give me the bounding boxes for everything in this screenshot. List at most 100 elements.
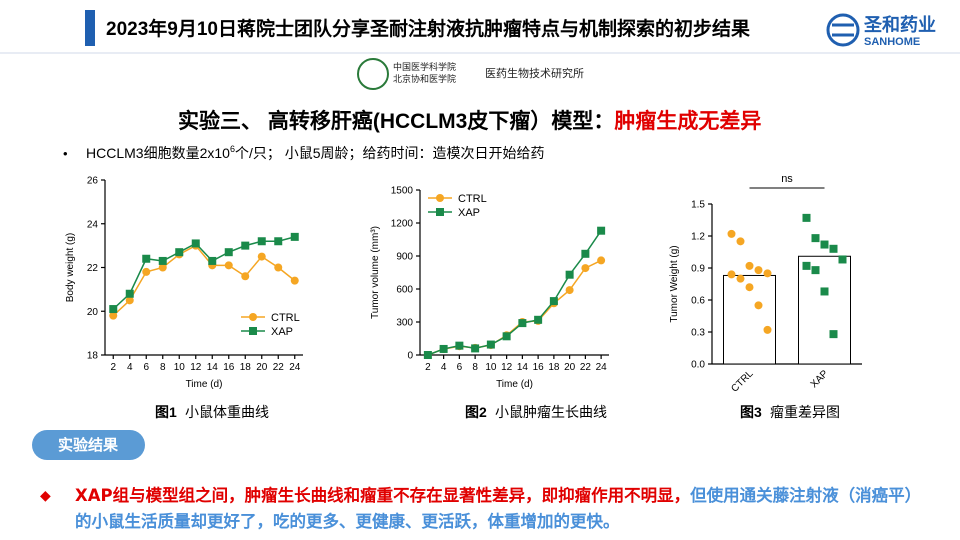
y-tick-label: 1500 [391, 186, 414, 197]
marker [241, 272, 250, 281]
marker [109, 305, 118, 314]
institute-line: 中国医学科学院 [393, 61, 456, 72]
figure-number: 图2 [465, 404, 487, 420]
figure-number: 图1 [155, 404, 177, 420]
data-point [802, 213, 811, 222]
y-tick-label: 22 [87, 263, 99, 274]
marker [597, 256, 606, 265]
y-axis-label: Body weight (g) [65, 233, 76, 302]
data-point [820, 240, 829, 249]
figure-caption: 瘤重差异图 [770, 404, 840, 420]
marker [125, 296, 134, 305]
data-point [829, 330, 838, 339]
marker [125, 289, 134, 298]
series-line [112, 244, 296, 317]
marker [224, 248, 233, 257]
figure-caption: 小鼠体重曲线 [185, 404, 269, 420]
bullet-sup: 6 [230, 144, 235, 154]
brand-logo: 圣和药业 SANHOME [826, 13, 936, 48]
data-point [736, 237, 745, 246]
x-tick-label: 24 [596, 362, 608, 373]
y-axis-label: Tumor volume (mm³) [370, 226, 381, 319]
data-point [829, 244, 838, 253]
marker [208, 256, 217, 265]
x-tick-label: 24 [289, 362, 301, 373]
x-tick-label: 8 [160, 362, 166, 373]
x-tick-label: 6 [457, 362, 463, 373]
y-tick-label: 300 [396, 318, 413, 329]
x-tick-label: 6 [143, 362, 149, 373]
marker [274, 263, 283, 272]
y-tick-label: 900 [396, 252, 413, 263]
x-tick-label: CTRL [729, 368, 756, 395]
y-tick-label: 600 [396, 285, 413, 296]
bullet-dot: • [63, 146, 68, 161]
marker [158, 263, 167, 272]
x-tick-label: 16 [533, 362, 545, 373]
data-point [820, 287, 829, 296]
x-tick-label: 14 [517, 362, 529, 373]
logo-icon [826, 13, 860, 47]
legend-label: CTRL [271, 312, 300, 324]
y-tick-label: 20 [87, 307, 99, 318]
x-tick-label: 8 [472, 362, 478, 373]
brand-name-en: SANHOME [864, 36, 920, 48]
x-tick-label: 4 [127, 362, 133, 373]
marker [565, 270, 574, 279]
marker [471, 344, 480, 353]
subtitle-highlight: 肿瘤生成无差异 [614, 109, 761, 133]
y-tick-label: 0.6 [691, 296, 705, 307]
x-tick-label: XAP [809, 368, 831, 390]
bullet-text: 个/只； 小鼠5周龄；给药时间：造模次日开始给药 [235, 145, 545, 162]
legend-label: XAP [458, 207, 480, 219]
brand-name: 圣和药业 [863, 14, 936, 35]
marker [241, 241, 250, 250]
marker [518, 319, 527, 328]
x-tick-label: 18 [548, 362, 560, 373]
data-point [838, 255, 847, 264]
figure-caption: 小鼠肿瘤生长曲线 [495, 404, 607, 420]
marker [439, 344, 448, 353]
bar [798, 255, 851, 365]
x-tick-label: 20 [256, 362, 268, 373]
marker [142, 254, 151, 263]
x-tick-label: 18 [240, 362, 252, 373]
y-axis-label: Tumor Weight (g) [669, 245, 680, 322]
x-axis-label: Time (d) [496, 379, 533, 390]
data-point [763, 325, 772, 334]
results-pill [32, 430, 145, 460]
data-point [727, 270, 736, 279]
marker [581, 249, 590, 258]
marker [455, 341, 464, 350]
x-tick-label: 4 [441, 362, 447, 373]
legend-marker [249, 327, 257, 335]
marker [423, 351, 432, 359]
marker [224, 261, 233, 270]
x-tick-label: 20 [564, 362, 576, 373]
marker [534, 315, 543, 324]
marker [290, 232, 299, 241]
data-point [745, 283, 754, 292]
series-line [427, 259, 602, 356]
institute-emblem [357, 58, 389, 90]
x-tick-label: 10 [485, 362, 497, 373]
legend-label: XAP [271, 326, 293, 338]
results-label: 实验结果 [58, 436, 119, 454]
subtitle-prefix: 实验三、 高转移肝癌(HCCLM3皮下瘤）模型： [178, 109, 614, 133]
marker [257, 237, 266, 246]
legend-label: CTRL [458, 193, 487, 205]
data-point [727, 229, 736, 238]
x-tick-label: 2 [110, 362, 116, 373]
y-tick-label: 1200 [391, 219, 414, 230]
marker [191, 239, 200, 248]
x-tick-label: 12 [190, 362, 202, 373]
marker [486, 340, 495, 349]
marker [581, 264, 590, 273]
legend-marker [436, 194, 444, 202]
conclusion: XAP组与模型组之间，肿瘤生长曲线和瘤重不存在显著性差异，即抑瘤作用不明显，但使… [75, 483, 935, 535]
series-line [112, 236, 295, 310]
institute-name: 医药生物技术研究所 [485, 66, 584, 80]
marker [274, 237, 283, 246]
